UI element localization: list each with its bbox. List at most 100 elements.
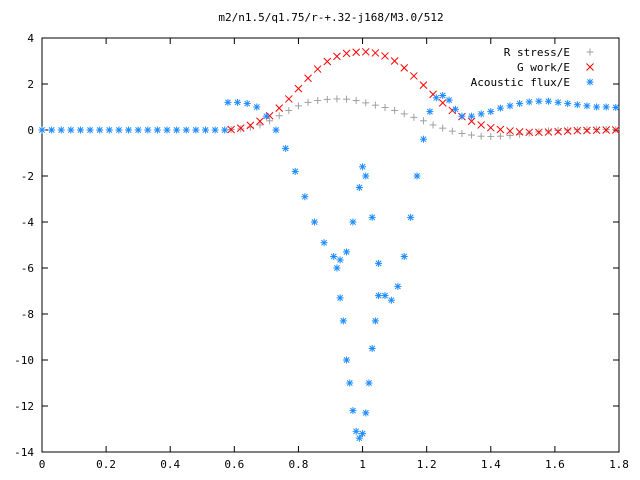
data-point [125, 126, 133, 134]
data-point [419, 135, 427, 143]
data-point [535, 97, 543, 105]
data-point [38, 126, 46, 134]
data-point [573, 101, 581, 109]
data-point [381, 52, 389, 60]
data-point [246, 121, 255, 130]
y-tick-label: 0 [27, 124, 34, 137]
data-point [336, 294, 344, 302]
x-tick-label: 0 [39, 458, 46, 471]
data-point [57, 126, 65, 134]
data-point [516, 100, 524, 108]
data-point [343, 248, 351, 256]
x-tick-label: 0.8 [289, 458, 309, 471]
data-point [352, 48, 360, 57]
y-tick-label: -10 [14, 354, 34, 367]
data-point [294, 84, 303, 93]
data-point [333, 264, 341, 272]
data-point [583, 126, 591, 135]
data-point [153, 126, 161, 134]
data-point [243, 100, 251, 108]
data-point [349, 407, 357, 415]
data-point [468, 131, 476, 139]
data-marks [38, 47, 620, 442]
data-point [227, 125, 235, 134]
data-point [496, 104, 504, 112]
data-point [285, 106, 293, 114]
data-point [432, 94, 440, 102]
data-point [612, 103, 620, 111]
legend-marker [586, 63, 594, 71]
data-point [144, 126, 152, 134]
data-point [304, 98, 312, 106]
data-point [375, 292, 383, 300]
data-point [294, 102, 302, 110]
data-point [593, 103, 601, 111]
data-point [477, 110, 485, 118]
data-point [333, 95, 341, 103]
data-point [496, 125, 505, 134]
data-point [96, 126, 104, 134]
data-point [426, 108, 434, 116]
x-tick-label: 1.6 [545, 458, 565, 471]
x-tick-label: 1 [359, 458, 366, 471]
data-point [381, 292, 389, 300]
data-point [400, 64, 409, 72]
data-point [134, 126, 142, 134]
data-point [445, 96, 453, 104]
data-point [362, 409, 370, 417]
data-point [105, 126, 113, 134]
legend-label: R stress/E [504, 46, 570, 59]
data-point [236, 124, 245, 133]
data-point [362, 172, 370, 180]
data-point [554, 126, 562, 134]
data-point [506, 102, 514, 110]
data-point [343, 356, 351, 364]
data-point [352, 97, 360, 105]
data-point [330, 253, 338, 260]
data-point [573, 126, 581, 134]
data-point [458, 112, 466, 120]
data-point [544, 128, 553, 136]
data-point [410, 113, 418, 121]
data-point [564, 100, 572, 108]
data-point [400, 253, 408, 260]
data-point [48, 126, 56, 134]
data-point [390, 57, 399, 65]
data-point [573, 126, 582, 135]
data-point [477, 132, 485, 140]
data-point [387, 296, 395, 304]
data-point [452, 105, 460, 113]
data-point [468, 112, 476, 120]
data-point [515, 127, 524, 136]
data-point [477, 121, 486, 129]
data-point [291, 167, 299, 175]
data-point [544, 127, 552, 135]
data-point [602, 103, 610, 111]
data-point [394, 282, 402, 290]
data-point [525, 128, 534, 137]
data-point [342, 49, 351, 58]
data-point [368, 345, 376, 352]
data-point [314, 97, 322, 105]
data-point [275, 104, 284, 113]
data-point [413, 172, 421, 180]
data-point [224, 98, 232, 106]
data-point [438, 99, 447, 107]
data-point [400, 110, 408, 118]
data-point [182, 126, 190, 134]
data-point [355, 434, 363, 442]
data-point [381, 103, 389, 111]
data-point [211, 126, 219, 134]
data-point [544, 97, 552, 105]
data-point [352, 427, 360, 435]
data-point [310, 218, 318, 226]
data-point [365, 379, 373, 387]
data-point [563, 127, 572, 136]
data-point [496, 132, 504, 140]
axis-ticks: 0 0.2 0.4 0.6 0.8 1 1.2 1.4 1.6 1.8 4 2 0 -2 -4 -6 -8 -10… [14, 32, 629, 471]
data-point [506, 132, 514, 140]
data-point [346, 379, 354, 387]
data-point [256, 117, 264, 126]
data-point [282, 144, 290, 152]
x-tick-label: 1.4 [481, 458, 501, 471]
